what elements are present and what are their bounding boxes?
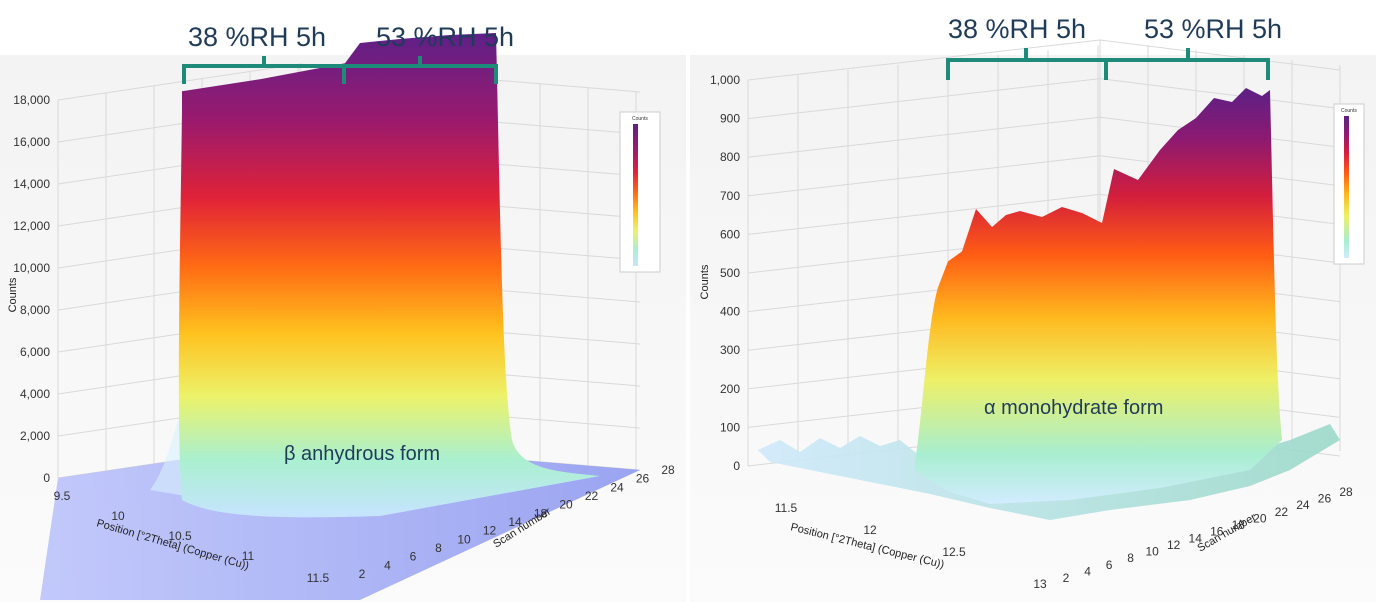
y-tick-label: 6	[1106, 558, 1113, 572]
z-tick-label: 18,000	[13, 93, 50, 107]
colorbar-title: Counts	[632, 116, 648, 122]
x-tick-label: 12.5	[942, 545, 966, 559]
z-tick-label: 14,000	[13, 177, 50, 191]
z-tick-label: 8,000	[20, 303, 50, 317]
y-tick-label: 28	[661, 463, 675, 477]
z-tick-label: 6,000	[20, 345, 50, 359]
y-tick-label: 26	[1318, 492, 1332, 506]
y-tick-label: 18	[1232, 518, 1246, 532]
x-tick-label: 13	[1033, 577, 1047, 591]
y-tick-label: 2	[359, 567, 366, 581]
z-tick-label: 200	[720, 382, 740, 396]
y-tick-label: 12	[483, 524, 497, 538]
chart-panel-alpha: 38 %RH 5h 53 %RH 5h α monohydrate form 0…	[690, 0, 1376, 602]
y-tick-label: 2	[1063, 571, 1070, 585]
header-label-53: 53 %RH 5h	[376, 22, 514, 52]
y-tick-label: 14	[508, 515, 522, 529]
z-axis-ticks: 0 2,000 4,000 6,000 8,000 10,000 12,000 14,000 1…	[13, 93, 50, 485]
y-tick-label: 4	[384, 558, 391, 572]
z-tick-label: 900	[720, 112, 740, 126]
y-tick-label: 12	[1167, 538, 1181, 552]
x-tick-label: 11	[242, 549, 255, 563]
y-tick-label: 16	[1210, 525, 1224, 539]
z-tick-label: 2,000	[20, 429, 50, 443]
z-tick-label: 4,000	[20, 387, 50, 401]
z-tick-label: 12,000	[13, 219, 50, 233]
z-tick-label: 400	[720, 305, 740, 319]
y-tick-label: 24	[1296, 498, 1310, 512]
z-tick-label: 800	[720, 150, 740, 164]
y-tick-label: 18	[534, 506, 548, 520]
z-tick-label: 0	[43, 471, 50, 485]
z-tick-label: 16,000	[13, 135, 50, 149]
y-tick-label: 4	[1084, 564, 1091, 578]
y-tick-label: 8	[1127, 551, 1134, 565]
peak-surface	[178, 33, 600, 518]
z-tick-label: 10,000	[13, 261, 50, 275]
header-label-38: 38 %RH 5h	[948, 14, 1086, 44]
surface-plot-alpha: 38 %RH 5h 53 %RH 5h α monohydrate form 0…	[690, 14, 1376, 602]
y-tick-label: 26	[636, 472, 650, 486]
header-label-38: 38 %RH 5h	[188, 22, 326, 52]
z-axis-label: Counts	[7, 277, 19, 312]
y-axis-ticks: 2 4 6 8 10 12 14 16 18 20 22 24 26 28	[1063, 485, 1353, 585]
peak-surface	[914, 88, 1282, 504]
z-tick-label: 100	[720, 420, 740, 434]
y-tick-label: 10	[457, 532, 471, 546]
x-axis-ticks: 9.5 10 10.5 11 11.5	[54, 489, 330, 585]
y-tick-label: 6	[410, 550, 417, 564]
x-tick-label: 11.5	[307, 571, 330, 585]
form-annotation: α monohydrate form	[984, 397, 1163, 419]
header-bracket-53	[342, 56, 498, 84]
x-tick-label: 11.5	[775, 501, 798, 515]
z-axis-ticks: 0 100 200 300 400 500 600 700 800 900 1,000	[710, 73, 740, 473]
y-tick-label: 24	[610, 480, 624, 494]
z-tick-label: 600	[720, 227, 740, 241]
x-tick-label: 10.5	[168, 529, 192, 543]
form-annotation: β anhydrous form	[284, 443, 440, 465]
chart-panel-beta: 38 %RH 5h 53 %RH 5h β anhydrous form 0 2,…	[0, 0, 686, 602]
y-tick-label: 8	[435, 541, 442, 555]
z-tick-label: 0	[733, 459, 740, 473]
x-tick-label: 10	[111, 509, 125, 523]
colorbar: Counts	[1333, 103, 1365, 265]
y-tick-label: 22	[1275, 505, 1289, 519]
header-label-53: 53 %RH 5h	[1144, 14, 1282, 44]
x-tick-label: 9.5	[54, 489, 71, 503]
z-tick-label: 500	[720, 266, 740, 280]
y-tick-label: 20	[559, 498, 573, 512]
surface-plot-beta: 38 %RH 5h 53 %RH 5h β anhydrous form 0 2,…	[0, 22, 686, 602]
colorbar-title: Counts	[1341, 108, 1357, 114]
x-axis-ticks: 11.5 12 12.5 13	[775, 501, 1047, 591]
z-axis-label: Counts	[699, 264, 711, 299]
colorbar: Counts	[619, 111, 661, 273]
y-tick-label: 28	[1339, 485, 1353, 499]
z-tick-label: 700	[720, 189, 740, 203]
y-tick-label: 22	[585, 489, 599, 503]
header-bracket-53	[1104, 48, 1270, 80]
y-tick-label: 10	[1145, 545, 1159, 559]
baseline-noise	[758, 424, 1340, 520]
y-tick-label: 20	[1253, 511, 1267, 525]
y-tick-label: 14	[1189, 531, 1203, 545]
z-tick-label: 1,000	[710, 73, 740, 87]
x-tick-label: 12	[863, 523, 877, 537]
z-tick-label: 300	[720, 343, 740, 357]
